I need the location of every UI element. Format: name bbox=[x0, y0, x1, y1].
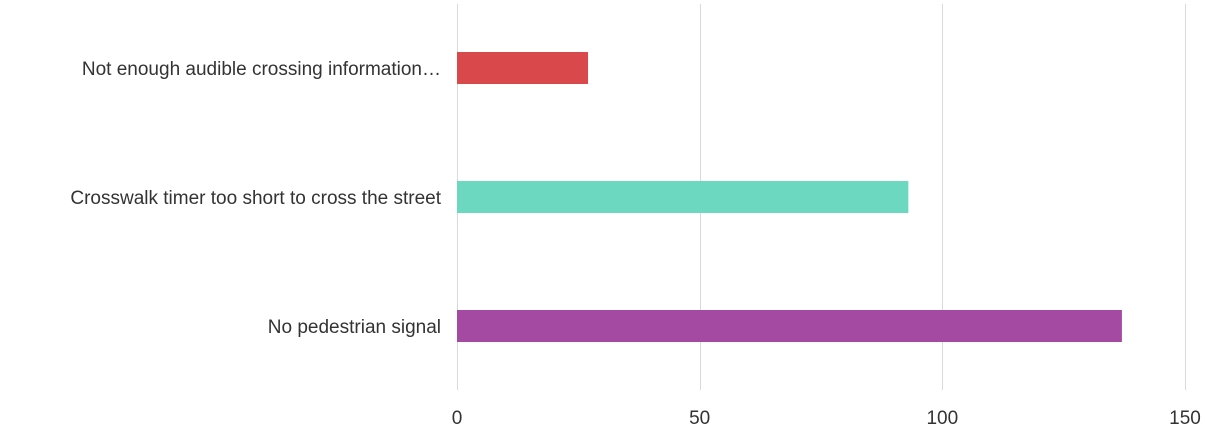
category-labels: Not enough audible crossing information…… bbox=[70, 59, 441, 338]
x-tick-labels: 0 50 100 150 bbox=[452, 408, 1201, 429]
x-tick-label: 150 bbox=[1169, 408, 1201, 429]
category-label: Not enough audible crossing information… bbox=[82, 59, 441, 80]
x-tick-label: 0 bbox=[452, 408, 463, 429]
x-tick-label: 50 bbox=[689, 408, 710, 429]
category-label: Crosswalk timer too short to cross the s… bbox=[70, 188, 441, 209]
bar[interactable] bbox=[457, 310, 1122, 342]
x-tick-label: 100 bbox=[926, 408, 958, 429]
bar[interactable] bbox=[457, 181, 909, 213]
category-label: No pedestrian signal bbox=[268, 317, 441, 338]
bar[interactable] bbox=[457, 52, 589, 84]
bars bbox=[457, 52, 1122, 342]
